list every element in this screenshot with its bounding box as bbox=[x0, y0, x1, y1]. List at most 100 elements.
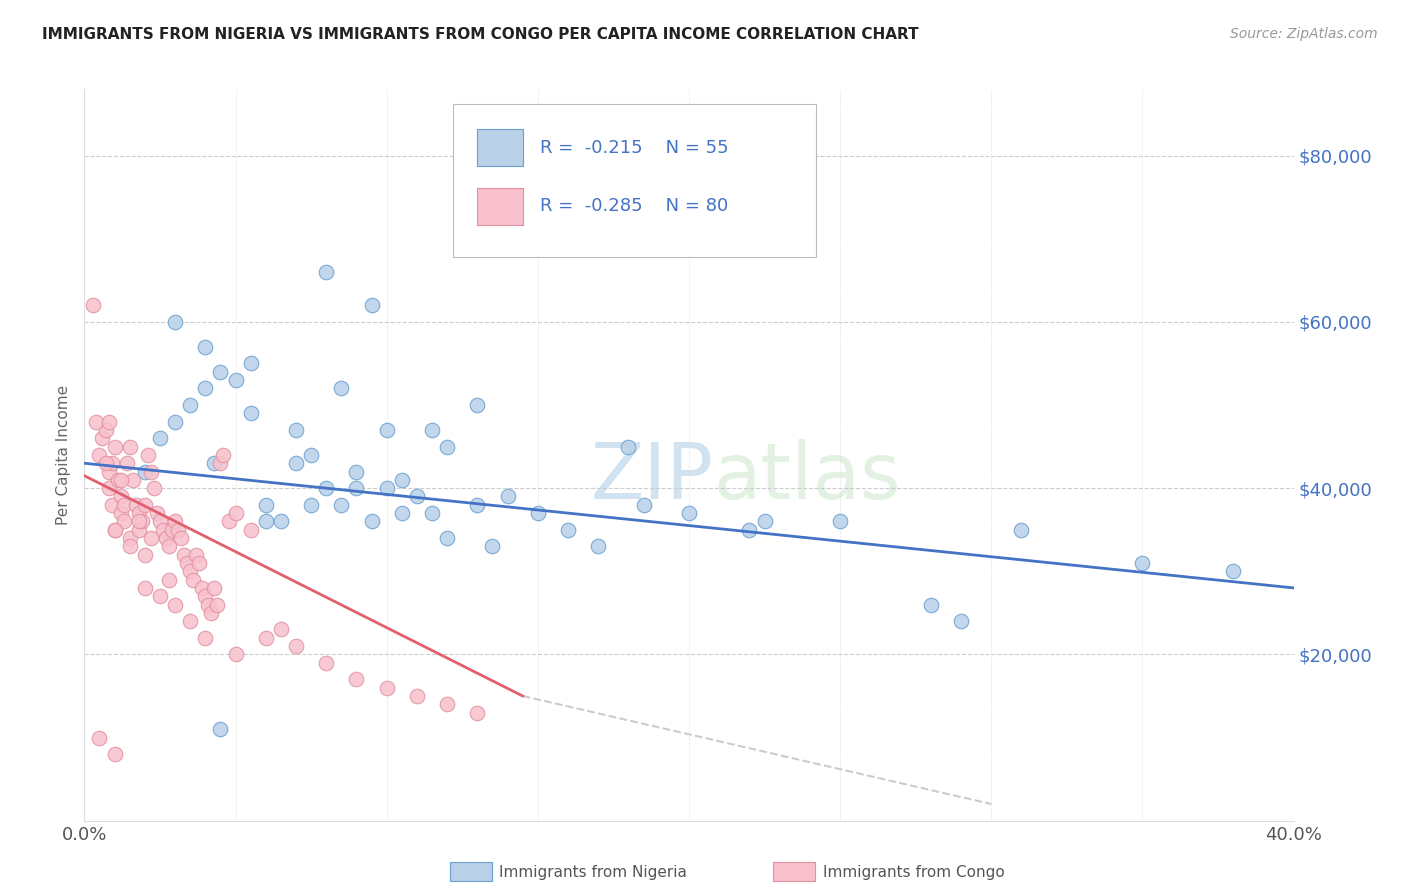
Point bbox=[146, 506, 169, 520]
Point bbox=[406, 490, 429, 504]
Point bbox=[467, 706, 489, 720]
Point bbox=[239, 357, 262, 371]
Point bbox=[165, 415, 187, 429]
Point bbox=[330, 498, 353, 512]
Point bbox=[315, 481, 337, 495]
Point bbox=[391, 506, 413, 520]
Point bbox=[152, 523, 174, 537]
Point bbox=[110, 490, 132, 504]
Point bbox=[160, 523, 183, 537]
Point bbox=[91, 431, 114, 445]
Point bbox=[128, 506, 150, 520]
Point bbox=[270, 515, 292, 529]
Point bbox=[202, 581, 225, 595]
Point bbox=[118, 539, 141, 553]
Point bbox=[950, 614, 973, 628]
Text: atlas: atlas bbox=[713, 439, 901, 515]
Point bbox=[179, 614, 201, 628]
Point bbox=[299, 498, 322, 512]
Bar bbox=[478, 188, 523, 225]
Point bbox=[330, 381, 353, 395]
Text: R =  -0.215    N = 55: R = -0.215 N = 55 bbox=[540, 139, 728, 157]
Point bbox=[107, 473, 129, 487]
Point bbox=[112, 498, 135, 512]
Point bbox=[139, 465, 162, 479]
Point bbox=[406, 689, 429, 703]
Point bbox=[481, 539, 503, 553]
Point bbox=[89, 448, 111, 462]
Point bbox=[134, 465, 156, 479]
Point bbox=[375, 423, 398, 437]
Point bbox=[165, 515, 187, 529]
Bar bbox=[478, 129, 523, 166]
Point bbox=[633, 498, 655, 512]
Point bbox=[225, 373, 247, 387]
Text: Source: ZipAtlas.com: Source: ZipAtlas.com bbox=[1230, 27, 1378, 41]
Point bbox=[173, 548, 195, 562]
Point bbox=[97, 465, 120, 479]
Point bbox=[270, 623, 292, 637]
Point bbox=[104, 523, 127, 537]
Point bbox=[134, 581, 156, 595]
Point bbox=[165, 315, 187, 329]
Point bbox=[285, 639, 308, 653]
Point bbox=[315, 656, 337, 670]
Point bbox=[155, 531, 177, 545]
Point bbox=[254, 498, 277, 512]
Point bbox=[830, 515, 852, 529]
Point bbox=[170, 531, 193, 545]
Point bbox=[588, 539, 610, 553]
Point bbox=[134, 548, 156, 562]
Point bbox=[617, 440, 640, 454]
Point bbox=[557, 523, 579, 537]
Point bbox=[285, 456, 308, 470]
Point bbox=[128, 515, 150, 529]
Point bbox=[420, 506, 443, 520]
Point bbox=[436, 531, 458, 545]
Point bbox=[239, 406, 262, 420]
Point bbox=[112, 515, 135, 529]
Point bbox=[299, 448, 322, 462]
Point bbox=[202, 456, 225, 470]
Point bbox=[254, 631, 277, 645]
Point bbox=[94, 423, 117, 437]
Point bbox=[186, 548, 208, 562]
Point bbox=[82, 298, 104, 312]
Point bbox=[197, 598, 219, 612]
Point bbox=[375, 481, 398, 495]
Point bbox=[110, 506, 132, 520]
Point bbox=[346, 673, 368, 687]
Point bbox=[1222, 564, 1244, 578]
Point bbox=[285, 423, 308, 437]
Point bbox=[496, 490, 519, 504]
Point bbox=[194, 340, 217, 354]
FancyBboxPatch shape bbox=[453, 103, 815, 258]
Point bbox=[149, 589, 172, 603]
Point bbox=[436, 698, 458, 712]
Point bbox=[254, 515, 277, 529]
Point bbox=[212, 448, 235, 462]
Point bbox=[149, 431, 172, 445]
Point bbox=[104, 747, 127, 761]
Point bbox=[1011, 523, 1033, 537]
Point bbox=[149, 515, 172, 529]
Point bbox=[89, 731, 111, 745]
Point bbox=[218, 515, 240, 529]
Point bbox=[100, 456, 122, 470]
Y-axis label: Per Capita Income: Per Capita Income bbox=[56, 384, 72, 525]
Point bbox=[209, 365, 232, 379]
Text: Immigrants from Nigeria: Immigrants from Nigeria bbox=[499, 865, 688, 880]
Point bbox=[97, 481, 120, 495]
Point bbox=[360, 515, 382, 529]
Point bbox=[167, 523, 190, 537]
Point bbox=[678, 506, 700, 520]
Point bbox=[179, 398, 201, 412]
Point bbox=[165, 598, 187, 612]
Point bbox=[194, 631, 217, 645]
Point bbox=[128, 523, 150, 537]
Point bbox=[191, 581, 214, 595]
Point bbox=[225, 506, 247, 520]
Point bbox=[136, 448, 159, 462]
Point bbox=[209, 723, 232, 737]
Point bbox=[86, 415, 108, 429]
